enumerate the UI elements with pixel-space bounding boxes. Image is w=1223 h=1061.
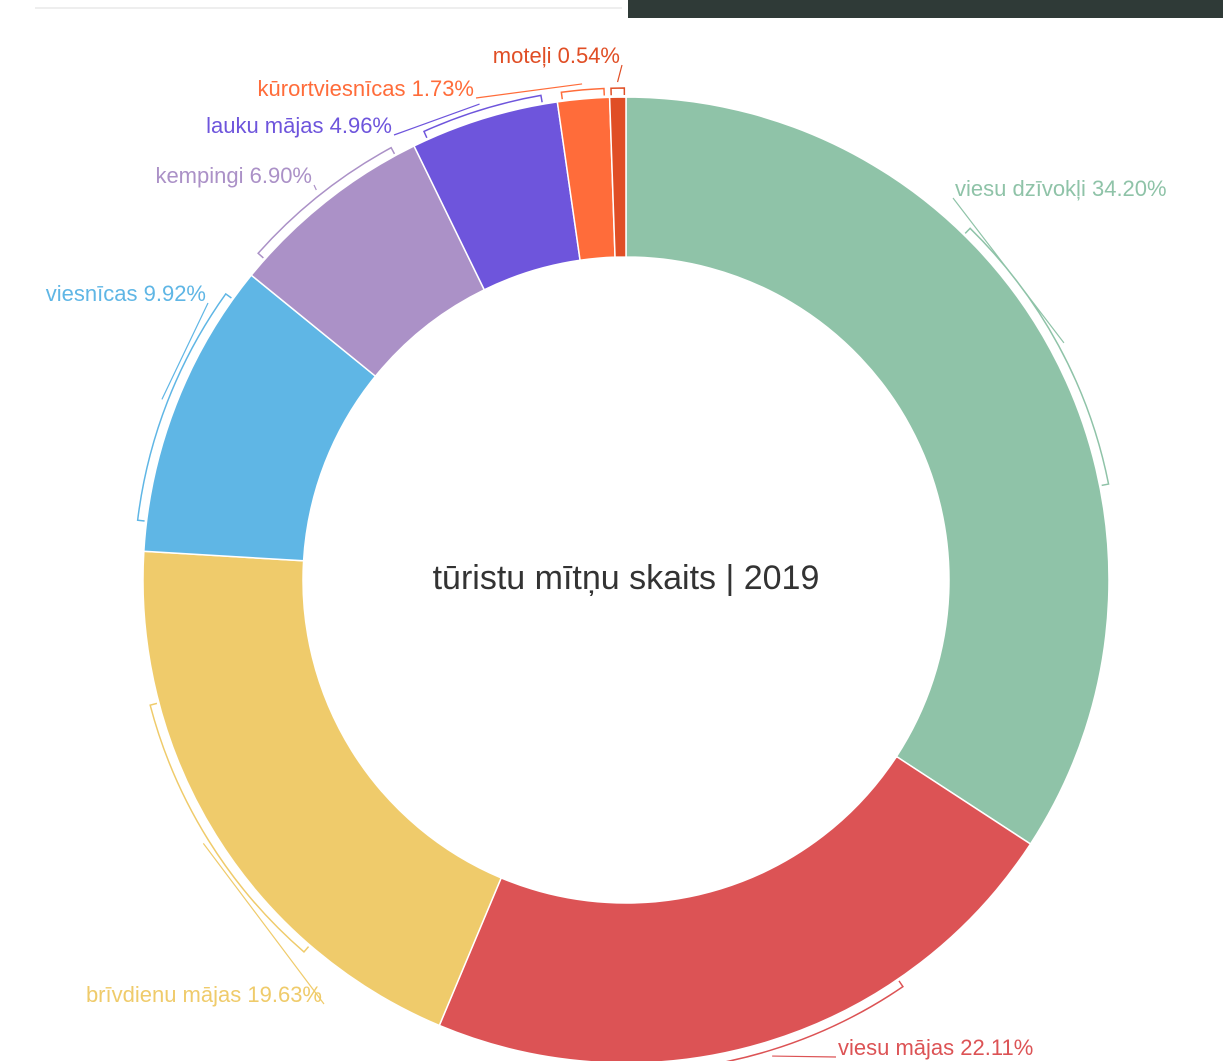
label-bracket [136,292,232,522]
label-bracket [257,146,396,259]
label-bracket [149,702,310,954]
slice-label: brīvdienu mājas 19.63% [86,982,322,1007]
slice-label: moteļi 0.54% [493,43,620,68]
category-name: brīvdienu mājas [86,982,241,1007]
leader-line [952,197,1065,344]
value-label: 9.92% [144,281,206,306]
category-name: moteļi [493,43,552,68]
label-bracket [964,227,1110,487]
leader-line [393,103,480,136]
leader-line [161,302,209,400]
slice-label: kempingi 6.90% [155,163,312,188]
value-label: 22.11% [960,1035,1033,1060]
label-bracket [610,87,626,96]
slice-label: viesnīcas 9.92% [46,281,206,306]
donut-slice [608,96,627,258]
category-name: viesu mājas [838,1035,954,1060]
value-label: 6.90% [250,163,312,188]
value-label: 1.73% [412,76,474,101]
slice-label: viesu mājas 22.11% [838,1035,1033,1060]
leader-line [772,1055,837,1058]
leader-line [475,83,583,99]
value-label: 4.96% [330,113,392,138]
category-name: lauku mājas [206,113,323,138]
donut-slice [142,550,503,1027]
value-label: 0.54% [558,43,620,68]
label-bracket [422,94,543,139]
category-name: viesu dzīvokļi [955,176,1086,201]
chart-title: tūristu mītņu skaits | 2019 [433,559,820,597]
top-bar [628,0,1223,18]
leader-line [616,64,623,83]
donut-slice [625,96,1110,846]
donut-slice [438,755,1032,1061]
category-name: kūrortviesnīcas [258,76,406,101]
label-bracket [725,980,904,1061]
category-name: viesnīcas [46,281,138,306]
label-bracket [560,87,606,100]
slice-label: viesu dzīvokļi 34.20% [955,176,1167,201]
leader-line [313,184,317,191]
value-label: 19.63% [247,982,322,1007]
value-label: 34.20% [1092,176,1167,201]
slice-label: kūrortviesnīcas 1.73% [258,76,474,101]
category-name: kempingi [155,163,243,188]
slice-label: lauku mājas 4.96% [206,113,392,138]
leader-line [202,842,325,1005]
